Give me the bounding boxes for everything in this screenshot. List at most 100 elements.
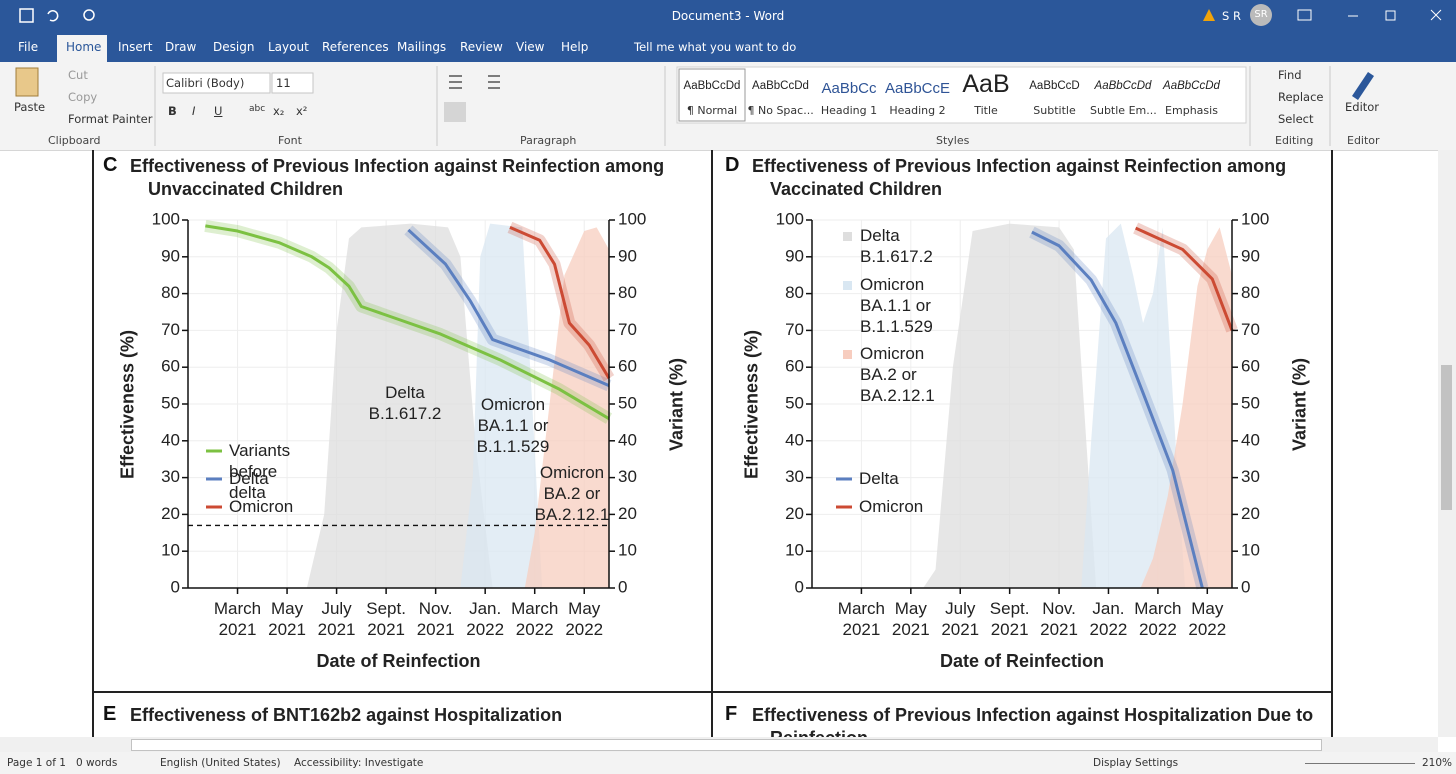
group-label: Editor [1347,134,1380,147]
style-preview[interactable]: AaB [962,70,1010,98]
legend-label: Delta B.1.617.2 [860,226,933,266]
page-count[interactable]: Page 1 of 1 [7,757,66,769]
x-tick-label: Sept. 2021 [366,599,406,639]
copy-button[interactable]: Copy [68,90,98,104]
style-preview[interactable]: AaBbCcD [1029,80,1080,92]
style-name[interactable]: Heading 1 [820,104,878,117]
style-preview[interactable]: AaBbCcDd [1163,80,1220,92]
ribbon-tab[interactable]: Draw [165,40,197,54]
y2-tick-label: 90 [618,246,637,265]
ribbon-tab[interactable]: Insert [118,40,153,54]
avatar[interactable]: SR [1254,9,1268,20]
font-button[interactable]: x₂ [273,104,285,118]
y2-tick-label: 80 [1241,283,1260,302]
y-tick-label: 50 [785,393,804,412]
y2-tick-label: 10 [1241,541,1260,560]
select-button[interactable]: Select [1278,112,1314,126]
style-preview[interactable]: AaBbCc [821,80,877,97]
display-settings[interactable]: Display Settings [1093,757,1179,769]
y-tick-label: 10 [161,541,180,560]
ribbon-tab[interactable]: View [516,40,545,54]
style-preview[interactable]: AaBbCcDd [683,80,741,92]
format-painter[interactable]: Format Painter [68,112,153,126]
area-annotation: Omicron BA.2 or BA.2.12.1 [534,463,610,524]
legend-label: Delta [229,469,269,488]
ribbon-tab[interactable]: File [18,40,39,54]
y-tick-label: 90 [785,246,804,265]
font-button[interactable]: abc [249,104,266,114]
group-label: Editing [1275,134,1314,147]
font-button[interactable]: B [168,104,177,118]
font-button[interactable]: U [214,104,223,118]
tell-me[interactable]: Tell me what you want to do [634,40,797,54]
style-name[interactable]: ¶ No Spac... [747,104,814,117]
y2-tick-label: 20 [618,504,637,523]
area-annotation: Delta B.1.617.2 [368,383,442,423]
style-name[interactable]: Subtle Em... [1090,104,1156,117]
y-tick-label: 0 [795,577,804,596]
style-name[interactable]: Subtitle [1033,104,1076,117]
y-tick-label: 20 [161,504,180,523]
scroll-thumb[interactable] [1441,365,1452,510]
ribbon-tab[interactable]: Design [213,40,255,54]
style-name[interactable]: ¶ Normal [686,104,738,117]
x-axis-label: Date of Reinfection [316,651,481,671]
accessibility[interactable]: Accessibility: Investigate [294,757,424,769]
style-preview[interactable]: AaBbCcDd [1094,80,1152,92]
legend-swatch [843,232,852,241]
font-button[interactable]: I [192,104,196,118]
variant-area [1081,223,1186,588]
y-tick-label: 70 [785,320,804,339]
y2-axis-label: Variant (%) [1289,357,1310,452]
x-axis-label: Date of Reinfection [939,651,1104,671]
y-tick-label: 10 [785,541,804,560]
y-tick-label: 80 [161,283,180,302]
x-tick-label: May 2022 [565,599,604,639]
legend-label: Omicron [229,497,294,516]
legend-swatch [843,350,852,359]
x-tick-label: July 2021 [941,599,980,639]
x-tick-label: Nov. 2021 [416,599,455,639]
effectiveness-line [205,224,610,421]
zoom-level[interactable]: 210% [1422,757,1453,769]
zoom-slider[interactable] [1305,763,1415,764]
x-tick-label: March 2022 [1134,599,1182,639]
style-name[interactable]: Title [974,104,998,117]
chart-title: Effectiveness of Previous Infection agai… [130,156,665,199]
paste-button[interactable]: Paste [14,100,46,114]
replace-button[interactable]: Replace [1278,90,1324,104]
language[interactable]: English (United States) [160,757,281,769]
y-tick-label: 30 [161,467,180,486]
user-name[interactable]: S R [1222,9,1241,23]
style-preview[interactable]: AaBbCcDd [752,80,809,92]
font-size[interactable]: 11 [276,76,291,90]
font-name[interactable]: Calibri (Body) [166,76,245,90]
vertical-scrollbar[interactable] [1438,150,1456,737]
find-button[interactable]: Find [1278,68,1302,82]
horizontal-scrollbar[interactable] [0,737,1438,752]
ribbon-tab[interactable]: Mailings [397,40,447,54]
x-tick-label: Jan. 2022 [466,599,505,639]
y2-tick-label: 40 [618,430,637,449]
x-tick-label: March 2021 [213,599,262,639]
y2-tick-label: 80 [618,283,637,302]
cut-button[interactable]: Cut [68,68,88,82]
title-icons [19,4,1442,26]
style-preview[interactable]: AaBbCcE [884,80,951,97]
style-name[interactable]: Emphasis [1165,104,1218,117]
legend-label: Omicron BA.1.1 or B.1.1.529 [860,275,933,336]
scroll-thumb[interactable] [131,739,1322,751]
style-name[interactable]: Heading 2 [889,104,946,117]
y-tick-label: 60 [161,357,180,376]
ribbon-tab[interactable]: Home [66,40,102,54]
y-tick-label: 40 [161,430,180,449]
font-button[interactable]: x² [296,104,308,118]
editor-button[interactable]: Editor [1345,100,1380,114]
ribbon-tab[interactable]: Review [460,40,503,54]
ribbon-tab[interactable]: Help [561,40,589,54]
ribbon-icons [15,66,1374,146]
word-count[interactable]: 0 words [76,757,118,769]
ribbon-tab[interactable]: References [322,40,389,54]
x-tick-label: Nov. 2021 [1040,599,1078,639]
ribbon-tab[interactable]: Layout [268,40,309,54]
